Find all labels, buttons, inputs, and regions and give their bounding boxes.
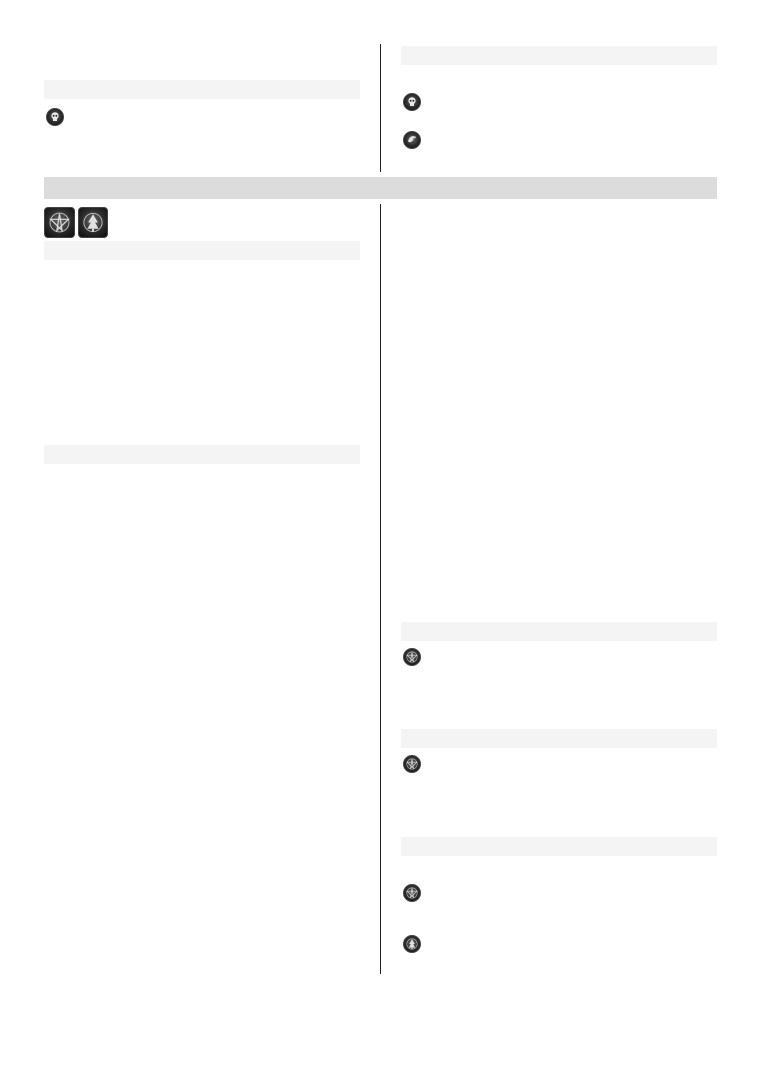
right-top-heading-bar [401,46,717,65]
pentagram-icon [403,648,421,666]
right-heading-bar-2 [401,729,717,748]
left-top-heading-bar [44,80,360,99]
right-heading-bar-3 [401,837,717,856]
column-divider-bottom [380,204,381,974]
right-heading-bar-1 [401,622,717,641]
pentagram-icon [44,207,75,238]
pentagram-icon [403,755,421,773]
tree-icon [78,207,108,238]
pentagram-icon [403,884,421,902]
skull-icon [46,108,64,126]
left-heading-bar-2 [44,445,360,464]
skull-icon [403,93,421,111]
left-heading-bar-1 [44,241,360,260]
hand-icon [403,131,421,149]
section-banner [44,177,717,199]
tree-icon [403,935,421,953]
column-divider-top [380,44,381,172]
